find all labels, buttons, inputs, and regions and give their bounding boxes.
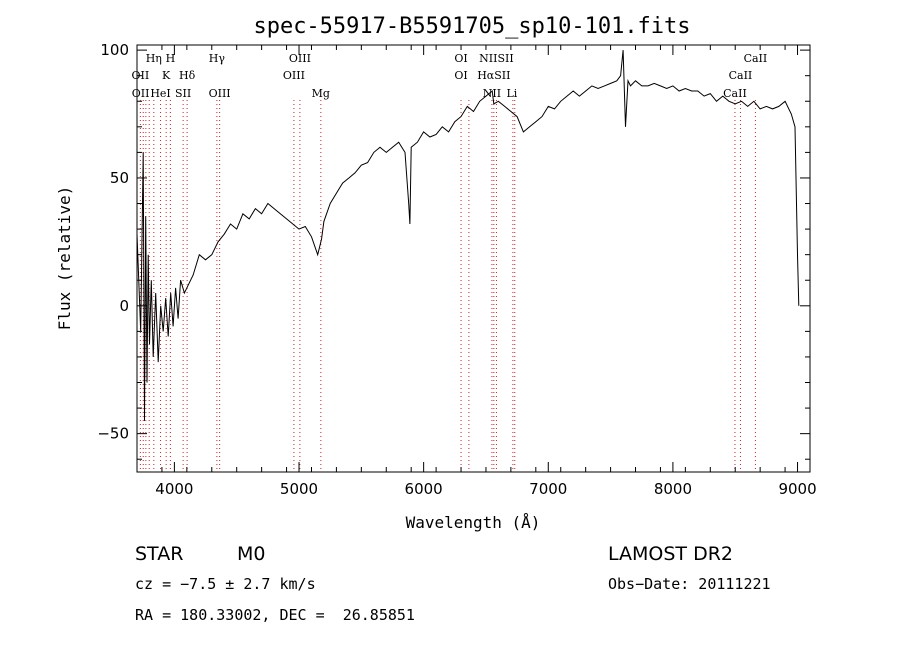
observation-date: Obs−Date: 20111221 <box>608 575 771 593</box>
y-tick-label-2: 50 <box>110 169 129 187</box>
line-label-8: Hγ <box>209 52 226 65</box>
line-label-19: CaII <box>744 52 768 65</box>
line-label-2: H <box>166 52 176 65</box>
object-class: STAR <box>135 543 184 565</box>
spectral-line-markers <box>139 100 756 472</box>
line-label-1: Hη <box>146 52 162 65</box>
line-label-17: NII <box>483 87 501 100</box>
y-axis-ticks: −50 0 50 100 <box>97 41 810 460</box>
chart-title: spec-55917-B5591705_sp10-101.fits <box>253 14 690 39</box>
y-tick-label-1: 0 <box>119 297 129 315</box>
line-label-20: CaII <box>729 69 753 82</box>
y-tick-label-3: 100 <box>100 41 129 59</box>
line-label-9: OIII <box>209 87 231 100</box>
x-tick-label-3: 7000 <box>529 480 567 498</box>
redshift-cz: cz = −7.5 ± 2.7 km/s <box>135 575 316 593</box>
x-axis-ticks: 4000 5000 6000 7000 8000 9000 <box>136 45 817 498</box>
object-subclass: M0 <box>237 543 266 565</box>
line-label-3: OII <box>132 87 150 100</box>
line-label-10: OIII <box>289 52 311 65</box>
x-tick-label-1: 5000 <box>280 480 318 498</box>
y-axis-label: Flux (relative) <box>55 186 74 331</box>
line-label-4: K <box>162 69 171 82</box>
x-axis-label: Wavelength (Å) <box>406 513 541 532</box>
x-tick-label-5: 9000 <box>778 480 816 498</box>
coordinates: RA = 180.33002, DEC = 26.85851 <box>135 606 415 624</box>
line-label-16: HαSII <box>477 69 510 82</box>
line-label-5: HeI <box>150 87 170 100</box>
line-label-18: Li <box>506 87 517 100</box>
line-label-7: Hδ <box>179 69 196 82</box>
y-tick-label-0: −50 <box>97 425 129 443</box>
line-label-15: NIISII <box>479 52 514 65</box>
survey-name: LAMOST DR2 <box>608 543 733 565</box>
line-label-21: CaII <box>723 87 747 100</box>
line-label-6: SII <box>175 87 191 100</box>
line-label-13: OI <box>454 52 467 65</box>
spectrum-series-line <box>136 50 800 421</box>
x-tick-label-0: 4000 <box>155 480 193 498</box>
line-label-11: OIII <box>283 69 305 82</box>
x-tick-label-2: 6000 <box>405 480 443 498</box>
plot-frame <box>136 44 811 473</box>
x-tick-label-4: 8000 <box>654 480 692 498</box>
line-label-14: OI <box>454 69 467 82</box>
line-label-12: Mg <box>312 87 330 100</box>
